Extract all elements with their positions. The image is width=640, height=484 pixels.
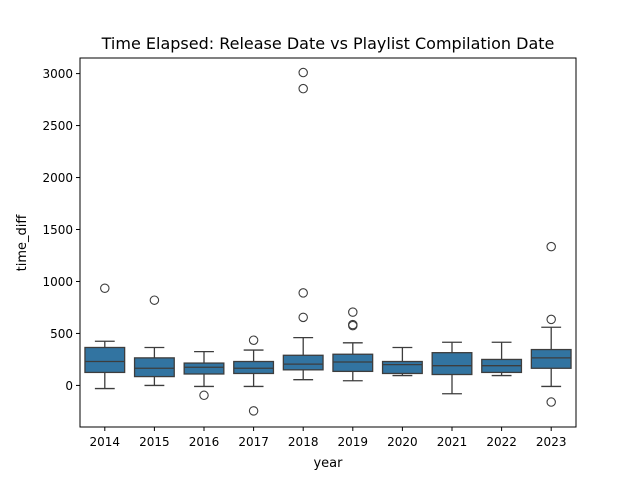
outlier-point [546, 397, 556, 407]
x-tick-label: 2023 [536, 435, 567, 449]
chart-title: Time Elapsed: Release Date vs Playlist C… [101, 34, 555, 53]
y-tick-label: 500 [50, 327, 73, 341]
outlier-point [546, 241, 556, 252]
outlier-point [348, 320, 358, 331]
outlier-point [546, 314, 556, 325]
x-tick-label: 2019 [338, 435, 369, 449]
y-tick-label: 2500 [42, 119, 73, 133]
x-tick-label: 2020 [387, 435, 418, 449]
y-tick-label: 0 [65, 379, 73, 393]
axes-frame [79, 57, 577, 428]
x-tick-label: 2017 [238, 435, 269, 449]
outlier-point [298, 67, 308, 78]
x-tick-label: 2016 [189, 435, 220, 449]
outlier-point [100, 283, 110, 293]
outlier-point [149, 295, 160, 305]
outlier-point [248, 406, 259, 416]
outlier-point [348, 307, 358, 317]
box-iqr [530, 348, 572, 369]
plot-area: 0 500 1000 1500 2000 2500 3000 2014 2015 2016 2017… [42, 57, 577, 449]
box-iqr [84, 346, 126, 374]
outlier-point [248, 335, 259, 345]
y-tick-label: 3000 [42, 67, 73, 81]
outlier-point [298, 288, 308, 298]
box-iqr [282, 354, 324, 371]
y-tick-label: 1500 [42, 223, 73, 237]
outlier-point [199, 390, 209, 401]
box-iqr [183, 362, 225, 375]
y-tick-label: 1000 [42, 275, 73, 289]
outlier-point [298, 312, 308, 323]
box-iqr [133, 357, 175, 378]
y-tick-label: 2000 [42, 171, 73, 185]
y-axis-label: time_diff [15, 214, 30, 272]
x-tick-label: 2021 [437, 435, 468, 449]
outlier-point [298, 83, 308, 94]
x-tick-label: 2018 [288, 435, 319, 449]
x-axis-label: year [313, 456, 343, 471]
box-iqr [381, 360, 423, 375]
box-iqr [233, 360, 275, 375]
x-tick-label: 2014 [90, 435, 121, 449]
x-tick-label: 2022 [486, 435, 517, 449]
box-iqr [431, 352, 473, 376]
box-iqr [332, 353, 374, 373]
x-tick-label: 2015 [139, 435, 170, 449]
